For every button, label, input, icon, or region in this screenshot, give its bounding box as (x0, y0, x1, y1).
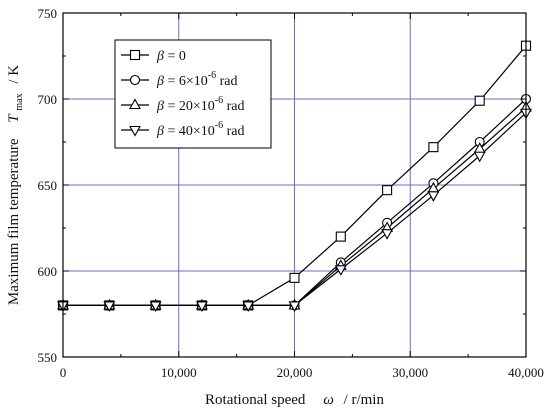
y-tick-label: 600 (38, 264, 58, 279)
legend-item: β = 6×10-6 rad (121, 70, 238, 89)
y-tick-label: 550 (38, 350, 58, 365)
circle-marker (129, 74, 141, 86)
legend-label: β = 6×10-6 rad (156, 70, 238, 89)
legend-label: β = 20×10-6 rad (156, 95, 245, 114)
legend-label: β = 0 (156, 49, 186, 64)
y-axis-title-subscript: max (14, 93, 25, 110)
x-axis-title: Rotational speed ω / r/min (205, 392, 384, 408)
square-marker (289, 272, 300, 283)
y-axis-title-main: Maximum film temperature (6, 138, 22, 305)
legend-item: β = 0 (121, 49, 186, 64)
x-tick-label: 10,000 (161, 365, 197, 380)
legend: β = 0 β = 6×10-6 rad β = 20×10-6 rad β = 40… (114, 39, 272, 149)
y-axis-title-unit: / K (6, 65, 22, 84)
triangle-down-marker (288, 301, 301, 313)
x-axis-title-unit: / r/min (344, 392, 385, 408)
x-tick-label: 40,000 (508, 365, 544, 380)
square-marker (428, 142, 439, 153)
y-tick-label: 700 (38, 92, 58, 107)
tick-labels: 0 10,000 20,000 30,000 40,000 550 600 650 700 750 (38, 6, 544, 380)
legend-label: β = 40×10-6 rad (156, 120, 245, 139)
triangle-down-marker (103, 301, 116, 313)
legend-item: β = 20×10-6 rad (121, 95, 245, 114)
y-tick-label: 650 (38, 178, 58, 193)
square-marker (382, 185, 393, 196)
x-axis-title-symbol: ω (323, 392, 334, 408)
triangle-down-marker (473, 151, 486, 163)
triangle-down-marker (129, 125, 141, 137)
legend-item: β = 40×10-6 rad (121, 120, 245, 139)
x-tick-label: 0 (60, 365, 67, 380)
square-marker (129, 49, 141, 61)
triangle-down-marker (381, 229, 394, 240)
triangle-down-marker (195, 301, 208, 313)
triangle-down-marker (149, 301, 162, 313)
y-tick-label: 750 (38, 6, 58, 21)
triangle-down-marker (242, 301, 255, 313)
square-marker (474, 95, 485, 106)
triangle-down-marker (334, 265, 347, 276)
x-tick-label: 30,000 (392, 365, 428, 380)
triangle-down-marker (427, 191, 440, 202)
triangle-up-marker (129, 98, 141, 110)
axis-ticks (62, 12, 527, 358)
square-marker (335, 231, 346, 242)
x-axis-title-main: Rotational speed (205, 392, 306, 408)
y-axis-title-symbol: T (6, 113, 22, 123)
y-axis-title: Maximum film temperature T max / K (6, 65, 26, 305)
x-tick-label: 20,000 (277, 365, 313, 380)
